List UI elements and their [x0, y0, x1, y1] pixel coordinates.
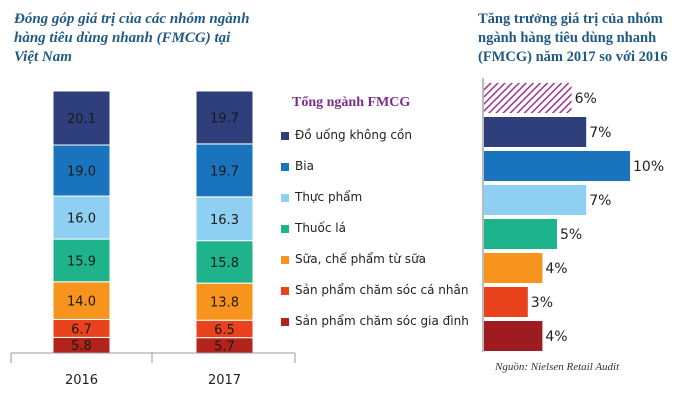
legend-swatch: [281, 318, 289, 326]
growth-value-label: 10%: [633, 159, 664, 175]
growth-bar-thuc-pham: [484, 185, 587, 215]
stacked-bar-segment-2016-bia: [52, 144, 111, 197]
growth-bar-tong-nganh-fmcg: [484, 83, 572, 113]
stacked-bar-chart: 5.8 6.7 14.0 15.9 16.0 19.0 20.1 2016 5.76.5 13.8…: [10, 90, 296, 388]
legend-swatch: [281, 256, 289, 264]
growth-value-label: 7%: [589, 193, 611, 209]
legend-label: Sản phẩm chăm sóc gia đình: [295, 314, 469, 328]
growth-value-label: 4%: [545, 329, 567, 345]
stacked-bar-segment-2016-thuoc-la: [52, 238, 111, 283]
growth-bar-san-pham-cham-soc-gia-dinh: [484, 321, 543, 351]
legend-label: Thuốc lá: [295, 221, 346, 235]
growth-value-label: 5%: [560, 227, 582, 243]
x-category-label: 2017: [208, 373, 241, 388]
stacked-value-label: 19.7: [210, 164, 239, 179]
growth-bar-do-uong-khong-con: [484, 117, 587, 147]
stacked-value-label: 14.0: [67, 295, 96, 310]
stacked-value-label: 16.3: [210, 213, 239, 228]
stacked-value-label: 5.7: [214, 339, 235, 354]
stacked-value-label: 6.7: [71, 322, 92, 337]
stacked-bar-segment-2017-sua-che-pham-tu-sua: [195, 282, 254, 321]
legend-label: Sản phẩm chăm sóc cá nhân: [295, 283, 469, 297]
growth-value-label: 4%: [545, 261, 567, 277]
growth-value-label: 7%: [589, 125, 611, 141]
growth-bar-san-pham-cham-soc-ca-nhan: [484, 287, 528, 317]
legend-swatch: [281, 194, 289, 202]
left-chart-title: Đóng góp giá trị của các nhóm ngành hàng…: [14, 11, 250, 65]
legend-label: Đồ uống không cồn: [295, 128, 412, 142]
stacked-bar-segment-2017-bia: [195, 143, 254, 198]
growth-bar-sua-che-pham-tu-sua: [484, 253, 543, 283]
stacked-value-label: 19.0: [67, 165, 96, 180]
legend-title: Tổng ngành FMCG: [292, 95, 411, 110]
legend-label: Sữa, chế phẩm từ sữa: [295, 252, 427, 266]
growth-bar-thuoc-la: [484, 219, 557, 249]
legend-swatch: [281, 225, 289, 233]
stacked-bar-segment-2016-thuc-pham: [52, 195, 111, 240]
growth-bar-bia: [484, 151, 630, 181]
stacked-value-label: 5.8: [71, 339, 92, 354]
stacked-value-label: 19.7: [210, 111, 239, 126]
stacked-bar-segment-2017-thuc-pham: [195, 196, 254, 242]
stacked-value-label: 6.5: [214, 323, 235, 338]
growth-value-label: 3%: [531, 295, 553, 311]
stacked-value-label: 13.8: [210, 296, 239, 311]
legend-swatch: [281, 287, 289, 295]
stacked-value-label: 15.8: [210, 256, 239, 271]
stacked-bar-segment-2017-thuoc-la: [195, 240, 254, 284]
x-category-label: 2016: [65, 373, 98, 388]
right-chart-title: Tăng trưởng giá trị của nhóm ngành hàng …: [478, 11, 668, 65]
stacked-bar-segment-2017-do-uong-khong-con: [195, 90, 254, 145]
growth-value-label: 6%: [575, 91, 597, 107]
stacked-bar-segment-2016-do-uong-khong-con: [52, 90, 111, 146]
stacked-value-label: 16.0: [67, 212, 96, 227]
stacked-value-label: 20.1: [67, 112, 96, 127]
legend-swatch: [281, 132, 289, 140]
stacked-value-label: 15.9: [67, 254, 96, 269]
legend-label: Thực phẩm: [295, 190, 363, 204]
legend-swatch: [281, 163, 289, 171]
source-note: Nguồn: Nielsen Retail Audit: [495, 361, 620, 373]
growth-bar-chart: 6% 7% 10% 7% 5% 4% 3% 4%: [482, 78, 664, 352]
legend-label: Bia: [295, 159, 314, 173]
